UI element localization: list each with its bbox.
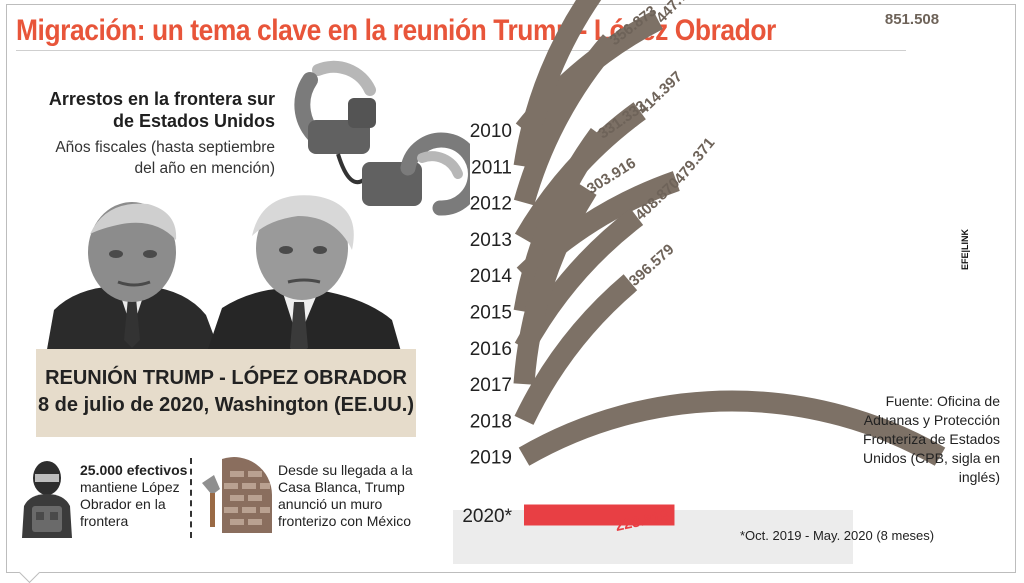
guards-count: 25.000 efectivos xyxy=(80,462,188,478)
handcuffs-icon xyxy=(294,60,470,216)
meeting-banner: REUNIÓN TRUMP - LÓPEZ OBRADOR 8 de julio… xyxy=(36,349,416,437)
footnote: *Oct. 2019 - May. 2020 (8 meses) xyxy=(740,528,935,543)
year-label-2010: 2010 xyxy=(470,121,512,142)
bar-2015 xyxy=(513,127,608,314)
wall-text: Desde su llegada a la Casa Blanca, Trump… xyxy=(278,462,413,529)
agency-mark: EFE|LINK xyxy=(960,228,970,270)
dashed-divider xyxy=(190,458,192,538)
chart-heading-line1: Arrestos en la frontera sur xyxy=(48,89,275,109)
value-label-2019: 851.508 xyxy=(885,11,939,28)
year-label-2016: 2016 xyxy=(470,339,512,360)
chart-heading: Arrestos en la frontera sur de Estados U… xyxy=(30,88,275,132)
year-label-2020*: 2020* xyxy=(462,506,512,527)
chart-heading-line2: de Estados Unidos xyxy=(112,111,275,131)
year-label-2017: 2017 xyxy=(470,375,512,396)
year-label-2015: 2015 xyxy=(470,303,512,324)
value-label-2018: 396.579 xyxy=(626,241,678,290)
year-label-2019: 2019 xyxy=(470,448,512,469)
bar-2012 xyxy=(513,34,619,206)
source-note: Fuente: Oficina de Aduanas y Protección … xyxy=(863,393,1000,485)
leaders-portrait xyxy=(46,195,402,355)
bar-2011 xyxy=(513,0,602,168)
guards-text: 25.000 efectivos mantiene López Obrador … xyxy=(80,462,190,530)
chart-subheading-line1: Años fiscales (hasta septiembre xyxy=(55,139,275,156)
chart-subheading-line2: del año en mención) xyxy=(134,160,275,177)
infographic-frame xyxy=(6,4,1016,573)
chart-subheading: Años fiscales (hasta septiembre del año … xyxy=(30,137,275,179)
soldier-icon xyxy=(22,461,72,538)
guards-rest: mantiene López Obrador en la frontera xyxy=(80,479,180,529)
border-wall-icon xyxy=(202,457,272,533)
meeting-title: REUNIÓN TRUMP - LÓPEZ OBRADOR xyxy=(45,367,407,389)
value-label-2014: 479.371 xyxy=(671,135,719,188)
bar-2018 xyxy=(514,274,638,425)
year-label-2014: 2014 xyxy=(470,266,513,287)
title-rule xyxy=(16,50,906,51)
year-label-2018: 2018 xyxy=(470,411,512,432)
year-label-2011: 2011 xyxy=(471,157,512,178)
bar-2017 xyxy=(513,183,597,385)
year-label-2013: 2013 xyxy=(470,230,512,251)
meeting-date: 8 de julio de 2020, Washington (EE.UU.) xyxy=(38,394,414,416)
bar-2019 xyxy=(518,390,946,466)
value-label-2010: 447.731 xyxy=(653,0,702,27)
year-label-2012: 2012 xyxy=(470,194,512,215)
